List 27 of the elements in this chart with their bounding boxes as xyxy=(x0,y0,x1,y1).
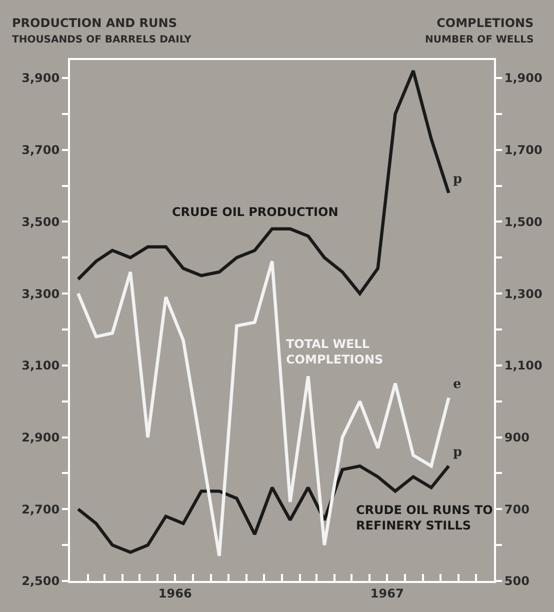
y-tick-label: 3,500 xyxy=(22,214,60,229)
y-axis-title: PRODUCTION AND RUNS THOUSANDS OF BARRELS DAILY xyxy=(12,16,192,46)
annotation: p xyxy=(453,172,462,187)
annotation: p xyxy=(453,445,462,460)
x-tick-label: 1966 xyxy=(158,586,192,600)
line-series xyxy=(76,69,450,296)
y-tick-label: 2,700 xyxy=(22,502,60,516)
y2-axis-title: COMPLETIONS NUMBER OF WELLS xyxy=(425,16,534,46)
text: CRUDE OIL RUNS TO REFINERY STILLS xyxy=(356,503,493,533)
y-tick-label: 3,700 xyxy=(22,143,60,158)
y2-tick-label: 1,900 xyxy=(504,71,542,86)
y2-tick-label: 700 xyxy=(504,502,530,516)
y-tick-label: 3,300 xyxy=(22,286,60,301)
y2-tick-label: 1,500 xyxy=(504,214,542,229)
annotation: e xyxy=(453,377,462,392)
y2-tick-label: 1,700 xyxy=(504,143,542,158)
y2-tick-label: 500 xyxy=(504,574,530,588)
y2-tick-label: 1,100 xyxy=(504,358,542,373)
text: 2,500 xyxy=(22,574,60,588)
x-tick-label: 1967 xyxy=(370,586,404,600)
y-tick-label: 3,900 xyxy=(22,71,60,86)
y-tick-label: 2,900 xyxy=(22,430,60,444)
series-label: CRUDE OIL PRODUCTION xyxy=(172,205,338,219)
y2-tick-label: 900 xyxy=(504,430,530,444)
y-tick-label: 3,100 xyxy=(22,358,60,373)
series-label: TOTAL WELL COMPLETIONS xyxy=(286,337,384,367)
y2-tick-label: 1,300 xyxy=(504,286,542,301)
